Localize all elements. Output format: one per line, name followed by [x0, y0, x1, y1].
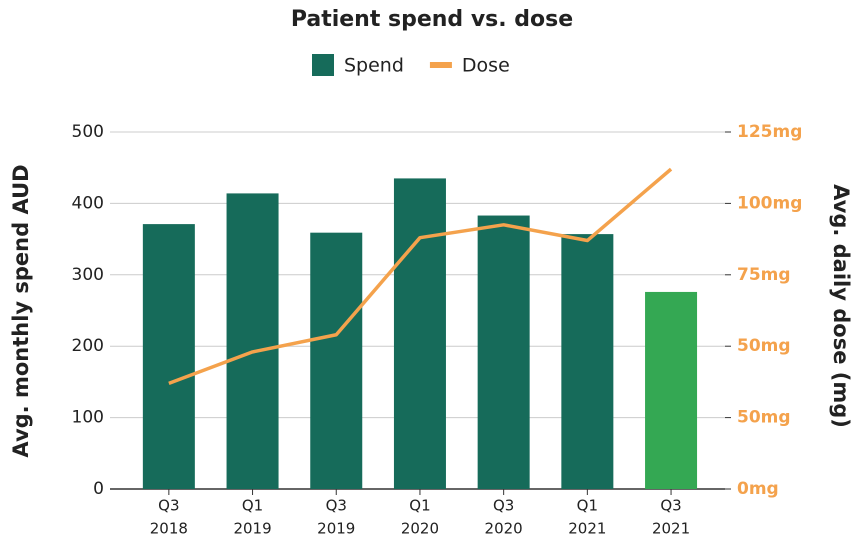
bar [645, 291, 698, 489]
legend-swatch [312, 54, 334, 76]
y-tick-label: 0 [93, 479, 104, 499]
y-tick-label: 200 [72, 336, 104, 356]
x-tick-label: 2018 [150, 520, 188, 538]
x-tick-label: 2021 [652, 520, 690, 538]
x-tick-label: Q1 [242, 497, 263, 515]
x-tick-label: Q1 [409, 497, 430, 515]
y2-tick-label: 75mg [737, 265, 791, 285]
bar [561, 234, 614, 489]
y-tick-label: 400 [72, 193, 104, 213]
legend-swatch [429, 62, 452, 68]
y2-tick-label: 0mg [737, 479, 779, 499]
x-tick-label: 2019 [317, 520, 355, 538]
x-tick-label: Q3 [158, 497, 179, 515]
x-tick-label: 2020 [401, 520, 439, 538]
bar [310, 232, 363, 489]
y2-tick-label: 50mg [737, 408, 791, 428]
bar [226, 193, 279, 490]
x-tick-label: 2020 [485, 520, 523, 538]
x-tick-label: Q3 [493, 497, 514, 515]
y2-tick-label: 50mg [737, 336, 791, 356]
bar [477, 215, 530, 489]
x-tick-label: 2021 [568, 520, 606, 538]
x-tick-label: 2019 [233, 520, 271, 538]
y2-tick-label: 125mg [737, 122, 802, 142]
x-tick-label: Q1 [577, 497, 598, 515]
x-tick-label: Q3 [660, 497, 681, 515]
y-tick-label: 100 [72, 408, 104, 428]
line [168, 167, 673, 385]
bar [393, 178, 446, 489]
y-axis-title: Avg. monthly spend AUD [9, 164, 33, 457]
bar [142, 224, 195, 489]
y2-axis-title: Avg. daily dose (mg) [829, 184, 853, 428]
y-tick-label: 500 [72, 122, 104, 142]
y2-tick-label: 100mg [737, 193, 802, 213]
legend-label: Spend [344, 55, 404, 77]
chart-title: Patient spend vs. dose [291, 7, 573, 32]
legend-label: Dose [462, 55, 510, 77]
x-tick-label: Q3 [326, 497, 347, 515]
y-tick-label: 300 [72, 265, 104, 285]
